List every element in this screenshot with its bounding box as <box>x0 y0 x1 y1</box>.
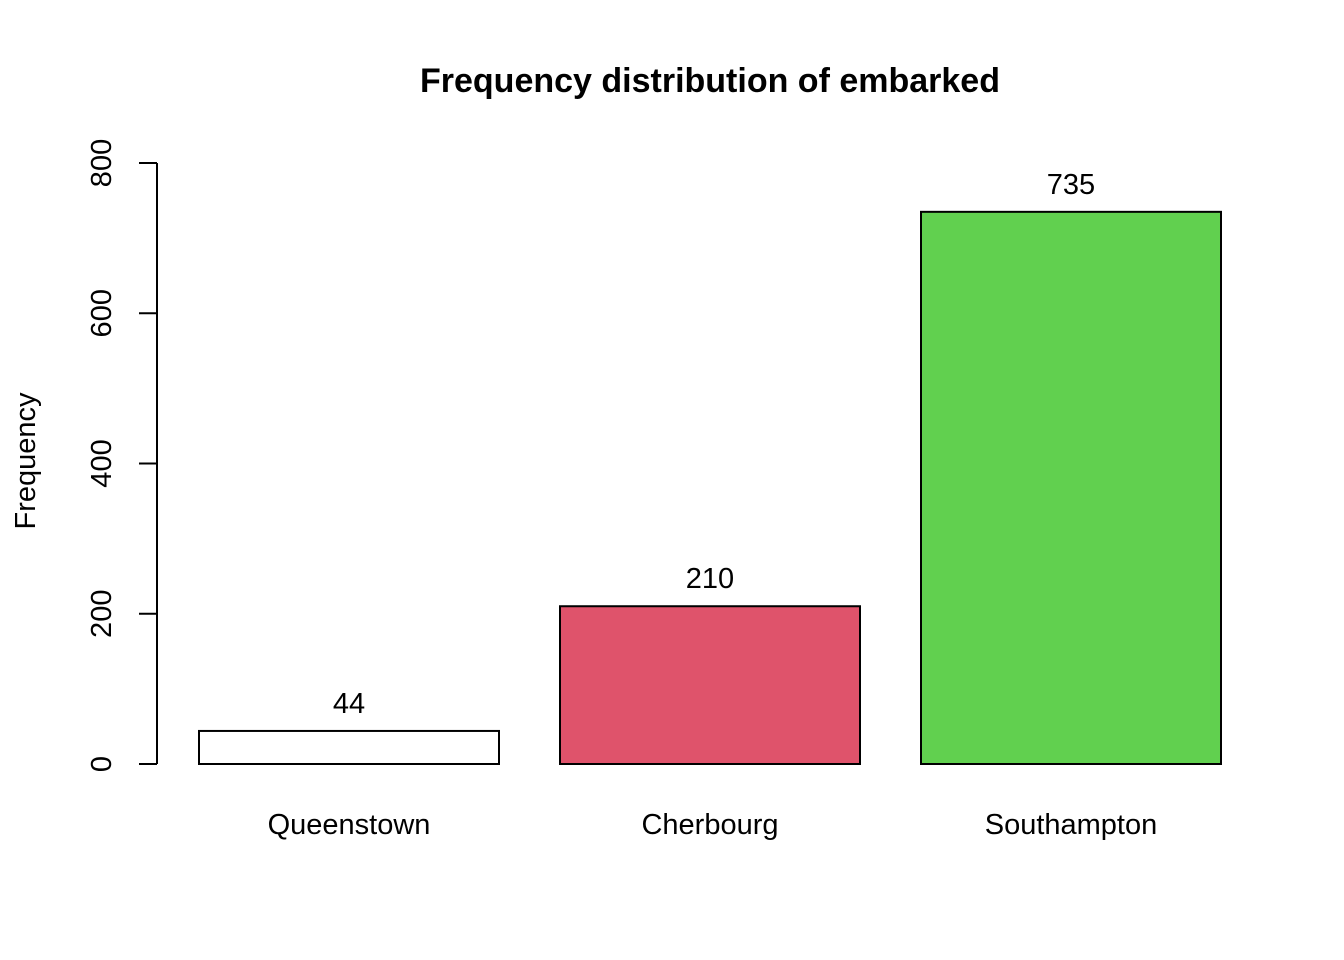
value-labels-group: 44 210 735 <box>333 169 1095 720</box>
y-axis: 0 200 400 600 800 <box>86 139 158 772</box>
value-label: 735 <box>1047 169 1095 201</box>
value-label: 210 <box>686 563 734 595</box>
y-tick-label: 600 <box>86 289 118 337</box>
category-label: Cherbourg <box>641 809 778 841</box>
category-label: Queenstown <box>268 809 431 841</box>
y-tick-label: 0 <box>86 756 118 772</box>
y-axis-label: Frequency <box>10 392 42 530</box>
category-label: Southampton <box>985 809 1158 841</box>
value-label: 44 <box>333 688 365 720</box>
bar-southampton <box>920 210 1222 766</box>
category-labels-group: Queenstown Cherbourg Southampton <box>268 809 1158 841</box>
y-tick-label: 400 <box>86 439 118 487</box>
bars-group <box>198 210 1222 766</box>
chart-title: Frequency distribution of embarked <box>420 62 1000 100</box>
bar-cherbourg <box>559 605 861 765</box>
bar-queenstown <box>198 729 500 766</box>
y-tick-label: 800 <box>86 139 118 187</box>
y-tick-label: 200 <box>86 590 118 638</box>
